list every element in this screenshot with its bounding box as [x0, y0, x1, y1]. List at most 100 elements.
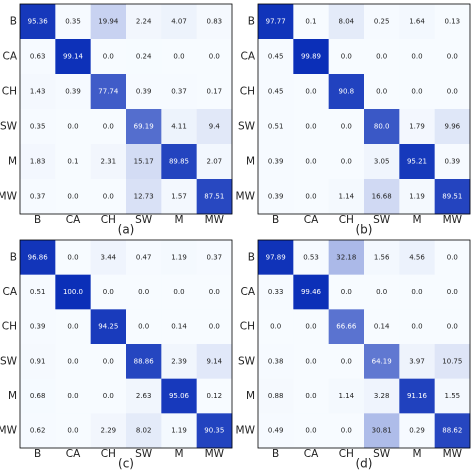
cell: [126, 74, 162, 110]
cell: [196, 4, 233, 40]
y-tick-label: SW: [0, 355, 18, 367]
y-tick-label: CA: [240, 51, 255, 63]
cell-label: 9.96: [445, 123, 461, 131]
cell: [20, 378, 56, 414]
cell-label: 88.62: [442, 427, 462, 435]
cell-label: 1.19: [409, 193, 425, 201]
cell: [258, 274, 294, 310]
cell-label: 0.0: [447, 253, 458, 261]
cell: [20, 240, 56, 275]
cell-label: 0.39: [445, 158, 461, 166]
cell: [196, 274, 233, 310]
cell: [399, 4, 435, 40]
cell: [328, 240, 365, 275]
y-tick-label: MW: [0, 425, 18, 437]
cell-label: 1.43: [30, 88, 46, 96]
cell-label: 99.89: [301, 53, 321, 61]
cell-label: 0.0: [411, 53, 422, 61]
cell-label: 0.0: [341, 288, 352, 296]
cell: [126, 179, 162, 215]
x-tick-label: B: [272, 448, 279, 460]
y-tick-label: SW: [238, 355, 256, 367]
cell-label: 77.74: [98, 88, 119, 96]
x-tick-label: M: [412, 214, 421, 226]
cell-label: 10.75: [442, 357, 462, 365]
cell-label: 0.0: [305, 357, 316, 365]
y-tick-label: MW: [0, 191, 18, 203]
cell: [328, 144, 365, 180]
cell-label: 0.83: [207, 18, 223, 26]
panel-caption: (a): [118, 223, 135, 237]
frame: [19, 3, 233, 215]
cell-label: 0.0: [341, 427, 352, 435]
cell: [399, 179, 435, 215]
cell: [196, 109, 233, 145]
x-tick-label: CH: [101, 214, 116, 226]
cell: [258, 378, 294, 414]
cell: [293, 39, 329, 75]
cell: [258, 74, 294, 110]
y-tick-label: SW: [0, 121, 18, 133]
heatmap-panel: 97.77 0.1 8.04 0.25 1.64 0.13 0.45 99.89 0.0 0.0 0…: [236, 3, 471, 237]
cell-label: 0.39: [268, 193, 284, 201]
x-tick-label: MW: [443, 214, 463, 226]
cell: [293, 274, 329, 310]
cell: [161, 109, 197, 145]
cell-label: 0.0: [138, 323, 149, 331]
cell: [196, 179, 233, 215]
cell-label: 0.35: [30, 123, 46, 131]
cell: [293, 109, 329, 145]
cell: [434, 274, 471, 310]
cell-label: 90.35: [204, 427, 224, 435]
cell-label: 0.0: [341, 158, 352, 166]
cell-label: 0.14: [171, 323, 187, 331]
y-tick-label: B: [10, 251, 17, 263]
cell-label: 0.39: [65, 88, 81, 96]
cell: [126, 144, 162, 180]
y-tick-label: CA: [2, 51, 17, 63]
cell-label: 0.14: [374, 323, 390, 331]
y-tick-label: MW: [236, 191, 256, 203]
cell: [399, 378, 435, 414]
cell: [434, 4, 471, 40]
cell-label: 87.51: [204, 193, 224, 201]
cell-label: 0.0: [67, 123, 78, 131]
cell: [126, 378, 162, 414]
cell-label: 90.8: [339, 88, 355, 96]
cell: [258, 39, 294, 75]
cell-label: 0.0: [138, 288, 149, 296]
cell: [161, 144, 197, 180]
cell-label: 32.18: [336, 253, 356, 261]
cell-label: 1.14: [339, 193, 355, 201]
cell-label: 0.53: [303, 253, 319, 261]
cell: [55, 74, 91, 110]
cell: [20, 344, 56, 379]
cell: [364, 309, 400, 345]
cell-label: 0.0: [209, 288, 220, 296]
cell: [90, 109, 127, 145]
cell: [293, 144, 329, 180]
cell-label: 95.36: [28, 18, 49, 26]
cell-label: 89.51: [442, 193, 462, 201]
cell-label: 2.07: [207, 158, 223, 166]
cell: [55, 4, 91, 40]
x-tick-label: CH: [339, 214, 354, 226]
cell-label: 99.14: [63, 53, 84, 61]
cell: [20, 74, 56, 110]
cell-label: 88.86: [134, 357, 155, 365]
x-tick-label: SW: [135, 214, 153, 226]
cell: [20, 274, 56, 310]
cell: [364, 274, 400, 310]
cell: [399, 413, 435, 449]
cell-label: 91.16: [407, 392, 428, 400]
x-tick-label: B: [272, 214, 279, 226]
cell: [55, 344, 91, 379]
cell: [258, 309, 294, 345]
cell: [328, 344, 365, 379]
cell-label: 3.28: [374, 392, 390, 400]
cell-label: 0.0: [411, 323, 422, 331]
x-tick-label: SW: [373, 448, 391, 460]
cell: [293, 378, 329, 414]
cell-label: 0.91: [30, 357, 46, 365]
cell-label: 0.1: [305, 18, 316, 26]
